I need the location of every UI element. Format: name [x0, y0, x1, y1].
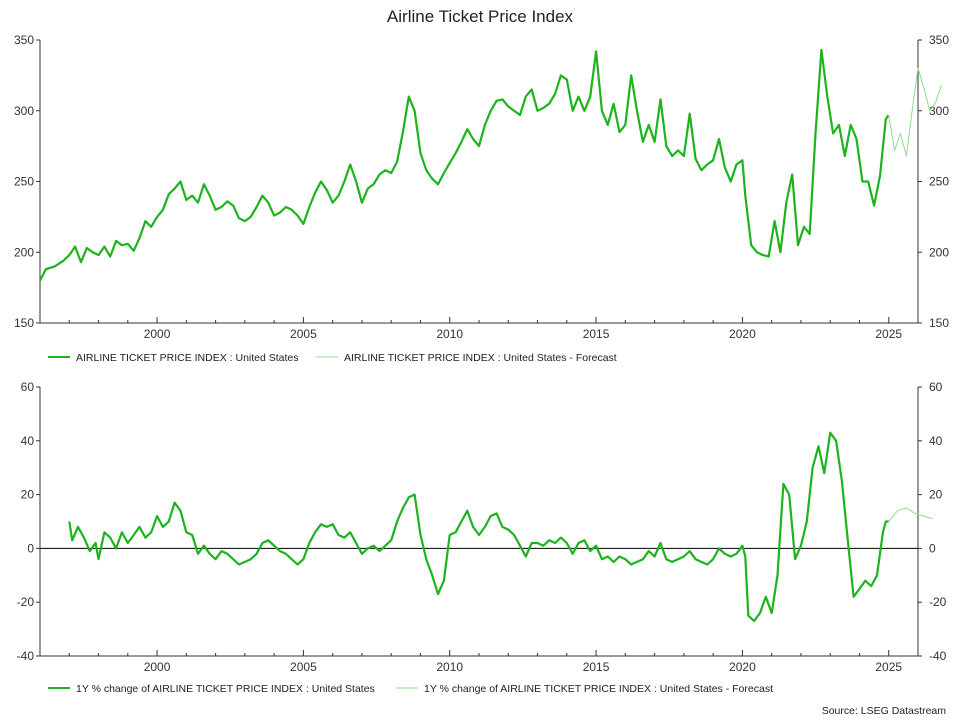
y-tick-label-right: -20 [929, 595, 947, 609]
x-tick-label: 2005 [290, 660, 317, 674]
x-tick-label: 2015 [583, 327, 610, 341]
x-tick-label: 2020 [729, 327, 756, 341]
x-tick-label: 2020 [729, 660, 756, 674]
y-tick-label-right: 0 [929, 541, 936, 555]
y-tick-label-left: 0 [27, 541, 34, 555]
y-tick-label-right: 350 [929, 33, 949, 47]
y-tick-label-right: 150 [929, 316, 949, 330]
actual-series-line [68, 431, 889, 623]
x-tick-label: 2010 [436, 327, 463, 341]
x-tick-label: 2025 [875, 660, 902, 674]
legend-label: AIRLINE TICKET PRICE INDEX : United Stat… [76, 352, 299, 364]
y-tick-label-left: 20 [21, 488, 35, 502]
legend-label: AIRLINE TICKET PRICE INDEX : United Stat… [344, 352, 617, 364]
y-tick-label-right: -40 [929, 649, 947, 663]
x-tick-label: 2015 [583, 660, 610, 674]
y-tick-label-left: 300 [14, 104, 34, 118]
y-tick-label-left: -40 [17, 649, 35, 663]
source-note: Source: LSEG Datastream [822, 705, 947, 717]
y-tick-label-left: 250 [14, 175, 34, 189]
y-tick-label-right: 200 [929, 245, 949, 259]
price-index-panel: 150 150 200 200 250 250 300 300 350 350 2000 2005 20… [14, 33, 949, 364]
y-tick-label-left: 40 [21, 434, 35, 448]
axis-frame [39, 40, 919, 324]
axis-frame [39, 387, 919, 657]
x-tick-label: 2005 [290, 327, 317, 341]
y-tick-label-left: -20 [17, 595, 35, 609]
y-tick-label-left: 350 [14, 33, 34, 47]
y-tick-label-right: 60 [929, 380, 943, 394]
x-tick-label: 2025 [875, 327, 902, 341]
y-tick-label-left: 200 [14, 245, 34, 259]
y-tick-label-right: 20 [929, 488, 943, 502]
forecast-series-line [888, 67, 942, 157]
y-tick-label-right: 300 [929, 104, 949, 118]
actual-series-line [39, 48, 890, 282]
y-tick-label-left: 60 [21, 380, 35, 394]
forecast-series-line [888, 507, 933, 522]
x-tick-label: 2000 [144, 660, 171, 674]
x-tick-label: 2010 [436, 660, 463, 674]
legend-label: 1Y % change of AIRLINE TICKET PRICE INDE… [76, 683, 375, 695]
x-tick-label: 2000 [144, 327, 171, 341]
chart-title: Airline Ticket Price Index [387, 7, 574, 26]
y-tick-label-right: 250 [929, 175, 949, 189]
y-tick-label-right: 40 [929, 434, 943, 448]
y-tick-label-left: 150 [14, 316, 34, 330]
legend-label: 1Y % change of AIRLINE TICKET PRICE INDE… [424, 683, 773, 695]
